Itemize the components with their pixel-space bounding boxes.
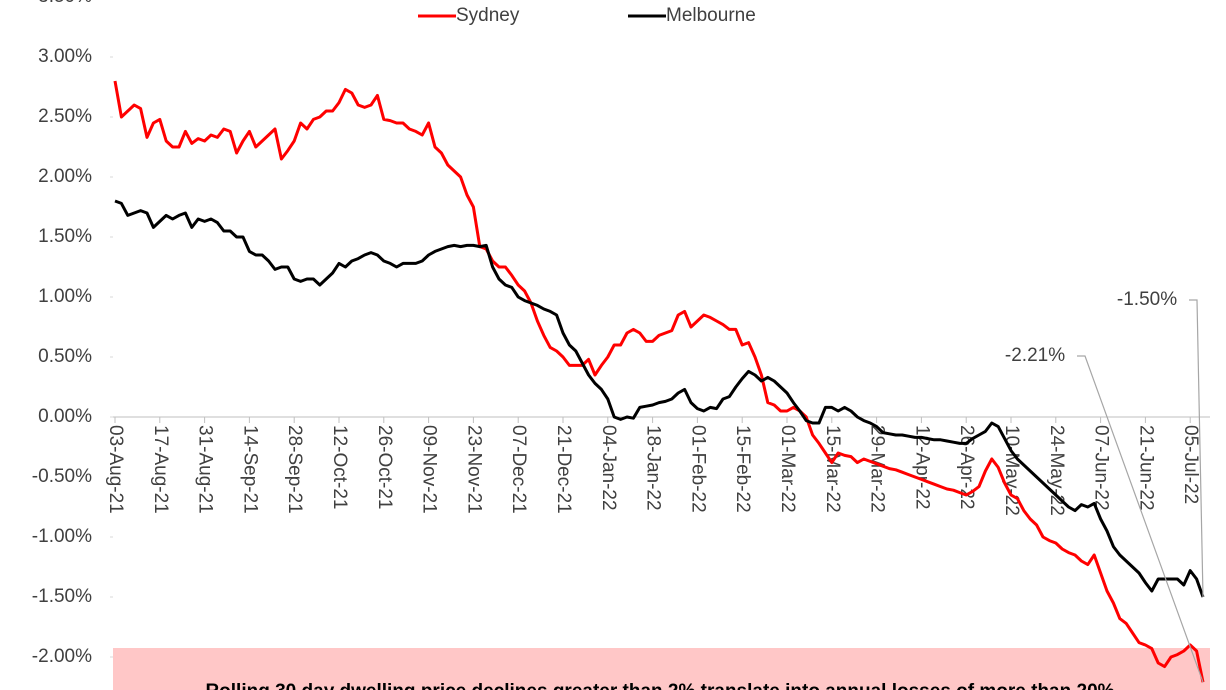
x-tick-label: 12-Apr-22 bbox=[911, 425, 932, 510]
x-tick-label: 15-Feb-22 bbox=[732, 425, 753, 513]
y-tick-label: -0.50% bbox=[32, 466, 92, 487]
x-tick-label: 29-Mar-22 bbox=[867, 425, 888, 513]
series-line bbox=[113, 80, 1205, 683]
y-tick-label: -1.50% bbox=[32, 586, 92, 607]
x-tick-label: 17-Aug-21 bbox=[150, 425, 171, 514]
x-tick-label: 01-Mar-22 bbox=[777, 425, 798, 513]
y-tick-label: 3.00% bbox=[38, 46, 92, 67]
y-tick-label: -2.00% bbox=[32, 646, 92, 667]
x-tick-label: 09-Nov-21 bbox=[419, 425, 440, 514]
x-tick-label: 07-Jun-22 bbox=[1091, 425, 1112, 511]
data-label: -1.50% bbox=[1117, 289, 1177, 310]
series-line bbox=[114, 199, 1205, 598]
x-tick-label: 18-Jan-22 bbox=[643, 425, 664, 511]
y-tick-label: 3.50% bbox=[38, 0, 92, 7]
x-tick-label: 28-Sep-21 bbox=[284, 425, 305, 514]
y-tick-label: 1.00% bbox=[38, 286, 92, 307]
x-tick-label: 26-Oct-21 bbox=[374, 425, 395, 509]
x-tick-label: 12-Oct-21 bbox=[329, 425, 350, 509]
x-tick-label: 10-May-22 bbox=[1001, 425, 1022, 516]
leader-line bbox=[1189, 299, 1204, 598]
y-tick-label: 1.50% bbox=[38, 226, 92, 247]
x-tick-label: 15-Mar-22 bbox=[822, 425, 843, 513]
x-tick-label: 23-Nov-21 bbox=[463, 425, 484, 514]
x-tick-label: 07-Dec-21 bbox=[508, 425, 529, 514]
y-tick-label: 0.00% bbox=[38, 406, 92, 427]
data-label: -2.21% bbox=[1005, 345, 1065, 366]
y-tick-label: 2.50% bbox=[38, 106, 92, 127]
x-tick-label: 24-May-22 bbox=[1046, 425, 1067, 516]
x-tick-label: 21-Dec-21 bbox=[553, 425, 574, 514]
legend-label: Melbourne bbox=[666, 5, 756, 26]
x-tick-label: 05-Jul-22 bbox=[1180, 425, 1201, 504]
x-tick-label: 31-Aug-21 bbox=[195, 425, 216, 514]
x-tick-label: 03-Aug-21 bbox=[105, 425, 126, 514]
y-tick-label: -1.00% bbox=[32, 526, 92, 547]
x-tick-label: 04-Jan-22 bbox=[598, 425, 619, 511]
legend-label: Sydney bbox=[456, 5, 520, 26]
x-tick-label: 21-Jun-22 bbox=[1135, 425, 1156, 511]
leader-line bbox=[1077, 355, 1204, 683]
note: Rolling 30 day dwelling price declines g… bbox=[205, 681, 1114, 690]
x-tick-label: 14-Sep-21 bbox=[239, 425, 260, 514]
highlight-band bbox=[113, 648, 1210, 690]
y-tick-label: 2.00% bbox=[38, 166, 92, 187]
x-tick-label: 26-Apr-22 bbox=[956, 425, 977, 510]
y-tick-label: 0.50% bbox=[38, 346, 92, 367]
x-tick-label: 01-Feb-22 bbox=[687, 425, 708, 513]
